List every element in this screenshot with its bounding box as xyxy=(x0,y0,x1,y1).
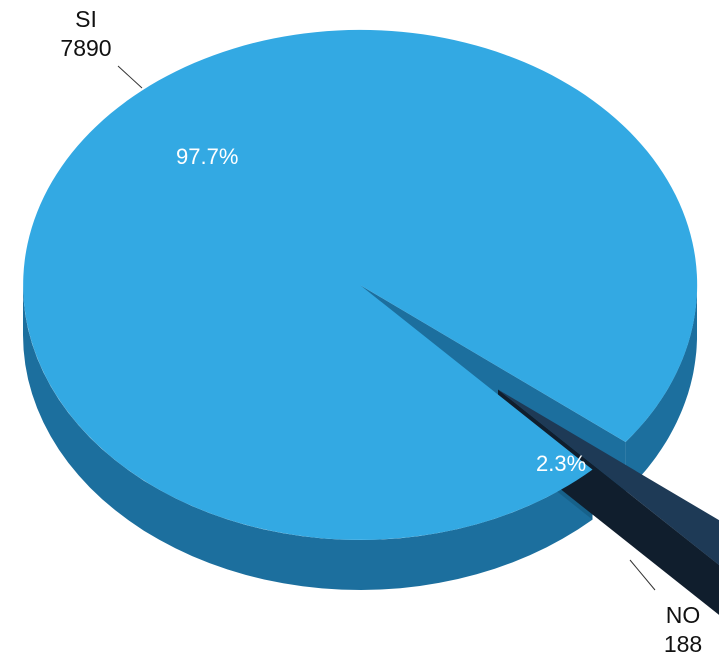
slice-si xyxy=(23,29,698,540)
category-label-si: SI xyxy=(75,6,97,32)
percent-label-no: 2.3% xyxy=(536,451,586,476)
category-label-no: NO xyxy=(666,602,701,628)
slice-si-side xyxy=(23,285,593,590)
value-label-si: 7890 xyxy=(60,35,111,61)
leader-line-si xyxy=(117,65,143,89)
pie-labels: 97.7% 2.3% SI 7890 NO 188 xyxy=(60,6,702,657)
slice-no xyxy=(498,389,719,565)
percent-label-si: 97.7% xyxy=(176,144,238,169)
leader-line-no xyxy=(629,559,656,591)
value-label-no: 188 xyxy=(664,631,702,657)
pie-tops xyxy=(23,29,719,565)
slice-si-side-right xyxy=(625,285,697,492)
